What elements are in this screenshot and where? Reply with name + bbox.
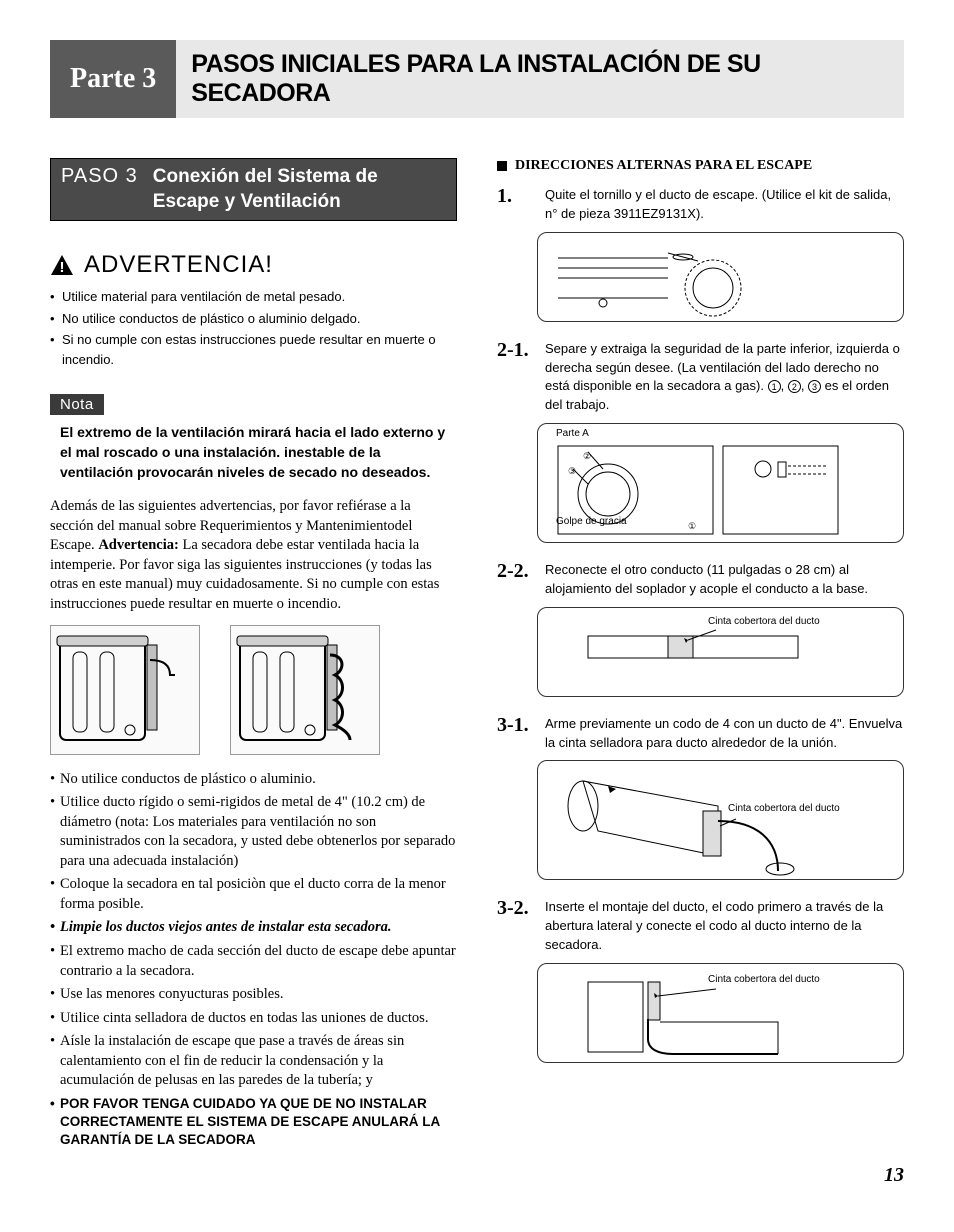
step-text: Arme previamente un codo de 4 con un duc… <box>545 715 904 753</box>
illustration-label: Cinta cobertora del ducto <box>708 616 820 627</box>
step-number: 2-2. <box>497 561 537 599</box>
warning-item: Utilice material para ventilación de met… <box>50 287 457 307</box>
step-row: 3-1.Arme previamente un codo de 4 con un… <box>497 715 904 753</box>
bullet-item: POR FAVOR TENGA CUIDADO YA QUE DE NO INS… <box>50 1095 457 1150</box>
warning-item: No utilice conductos de plástico o alumi… <box>50 309 457 329</box>
step-number: 1. <box>497 186 537 224</box>
bullet-item: Aísle la instalación de escape que pase … <box>50 1032 457 1091</box>
step-text: Inserte el montaje del ducto, el codo pr… <box>545 898 904 955</box>
bullet-list: No utilice conductos de plástico o alumi… <box>50 770 457 1150</box>
step-number: 2-1. <box>497 340 537 415</box>
page-title: PASOS INICIALES PARA LA INSTALACIÓN DE S… <box>176 40 904 118</box>
step-number: 3-2. <box>497 898 537 955</box>
nota-block: Nota El extremo de la ventilación mirará… <box>50 394 457 497</box>
step-text: Reconecte el otro conducto (11 pulgadas … <box>545 561 904 599</box>
bullet-item: El extremo macho de cada sección del duc… <box>50 942 457 981</box>
svg-text:①: ① <box>688 521 696 531</box>
nota-text: El extremo de la ventilación mirará haci… <box>50 415 457 497</box>
page-header: Parte 3 PASOS INICIALES PARA LA INSTALAC… <box>50 40 904 118</box>
warning-list: Utilice material para ventilación de met… <box>50 287 457 369</box>
paso-title: Conexión del Sistema de Escape y Ventila… <box>153 165 446 214</box>
illustration-label: Cinta cobertora del ducto <box>708 974 820 985</box>
illustration-label: Parte A <box>556 428 589 439</box>
nota-badge: Nota <box>50 394 104 415</box>
bullet-item: Utilice ducto rígido o semi-rigidos de m… <box>50 793 457 871</box>
parte-label: Parte 3 <box>50 40 176 118</box>
step-row: 2-2.Reconecte el otro conducto (11 pulga… <box>497 561 904 599</box>
dryer-illustrations <box>50 625 457 755</box>
intro-bold: Advertencia: <box>98 537 179 553</box>
page-number: 13 <box>50 1164 904 1187</box>
illustration-frame: ②③①Parte AGolpe de gracia <box>537 423 904 543</box>
illustration-label: Cinta cobertora del ducto <box>728 803 840 814</box>
bullet-item: Utilice cinta selladora de ductos en tod… <box>50 1009 457 1029</box>
bullet-item: No utilice conductos de plástico o alumi… <box>50 770 457 790</box>
svg-text:②: ② <box>583 451 591 461</box>
left-column: PASO 3 Conexión del Sistema de Escape y … <box>50 158 457 1154</box>
bullet-item: Use las menores conyucturas posibles. <box>50 985 457 1005</box>
illustration-frame: Cinta cobertora del ducto <box>537 760 904 880</box>
illustration-frame <box>537 232 904 322</box>
right-section-heading: DIRECCIONES ALTERNAS PARA EL ESCAPE <box>497 158 904 174</box>
bullet-item: Coloque la secadora en tal posiciòn que … <box>50 875 457 914</box>
step-number: 3-1. <box>497 715 537 753</box>
step-row: 2-1.Separe y extraiga la seguridad de la… <box>497 340 904 415</box>
warning-heading: ADVERTENCIA! <box>84 251 273 279</box>
dryer-diagram-1 <box>50 625 200 755</box>
paso-label: PASO 3 <box>61 165 138 188</box>
intro-paragraph: Además de las siguientes advertencias, p… <box>50 497 457 614</box>
warning-header: ! ADVERTENCIA! <box>50 251 457 279</box>
step-text: Separe y extraiga la seguridad de la par… <box>545 340 904 415</box>
dryer-diagram-2 <box>230 625 380 755</box>
step-text: Quite el tornillo y el ducto de escape. … <box>545 186 904 224</box>
step-row: 3-2.Inserte el montaje del ducto, el cod… <box>497 898 904 955</box>
warning-icon: ! <box>50 254 74 276</box>
content-columns: PASO 3 Conexión del Sistema de Escape y … <box>50 158 904 1154</box>
illustration-label: Golpe de gracia <box>556 516 627 527</box>
svg-text:!: ! <box>60 259 65 276</box>
right-column: DIRECCIONES ALTERNAS PARA EL ESCAPE 1.Qu… <box>497 158 904 1154</box>
paso-box: PASO 3 Conexión del Sistema de Escape y … <box>50 158 457 221</box>
warning-item: Si no cumple con estas instrucciones pue… <box>50 330 457 369</box>
bullet-item: Limpie los ductos viejos antes de instal… <box>50 918 457 938</box>
steps-list: 1.Quite el tornillo y el ducto de escape… <box>497 186 904 1063</box>
illustration-frame: Cinta cobertora del ducto <box>537 963 904 1063</box>
heading-text: DIRECCIONES ALTERNAS PARA EL ESCAPE <box>515 158 812 174</box>
step-row: 1.Quite el tornillo y el ducto de escape… <box>497 186 904 224</box>
illustration-frame: Cinta cobertora del ducto <box>537 607 904 697</box>
